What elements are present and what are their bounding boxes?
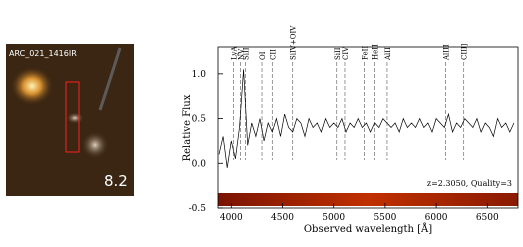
image-number: 8.2 bbox=[104, 172, 128, 190]
line-label: SiIV+OIV bbox=[290, 25, 298, 60]
y-axis-label: Relative Flux bbox=[182, 94, 193, 161]
line-label: NV bbox=[238, 48, 246, 60]
line-label: FeII bbox=[361, 46, 369, 60]
annotation: z=2.3050, Quality=3 bbox=[427, 179, 512, 188]
line-label: AlII bbox=[384, 47, 392, 61]
line-label: HeII bbox=[372, 44, 380, 60]
x-axis-label: Observed wavelength [Å] bbox=[304, 223, 432, 235]
y-tick-label: 0.0 bbox=[192, 159, 207, 169]
image-label: ARC_021_1416IR bbox=[9, 49, 77, 58]
x-tick-label: 4000 bbox=[220, 213, 243, 223]
line-label: SiII bbox=[334, 47, 342, 60]
spectrum-2d bbox=[218, 193, 518, 206]
line-label: LyA bbox=[230, 46, 238, 60]
x-tick-label: 6000 bbox=[425, 213, 448, 223]
spectrum-line bbox=[218, 69, 515, 168]
plot-frame bbox=[217, 46, 519, 209]
line-label: CIV bbox=[342, 46, 350, 60]
line-label: AlIII bbox=[442, 44, 450, 61]
galaxy-image: ARC_021_1416IR 8.2 bbox=[6, 44, 134, 196]
y-tick-label: 0.5 bbox=[192, 115, 207, 125]
line-label: OI bbox=[259, 51, 267, 60]
y-tick-label: 1.0 bbox=[192, 70, 207, 80]
line-label: SiII bbox=[243, 47, 251, 60]
x-tick-label: 6500 bbox=[476, 213, 499, 223]
x-tick-label: 5500 bbox=[373, 213, 396, 223]
line-label: CII bbox=[269, 49, 277, 60]
x-tick-label: 4500 bbox=[271, 213, 294, 223]
x-tick-label: 5000 bbox=[322, 213, 345, 223]
line-label: CIII] bbox=[461, 43, 469, 60]
y-tick-label: -0.5 bbox=[189, 204, 207, 214]
